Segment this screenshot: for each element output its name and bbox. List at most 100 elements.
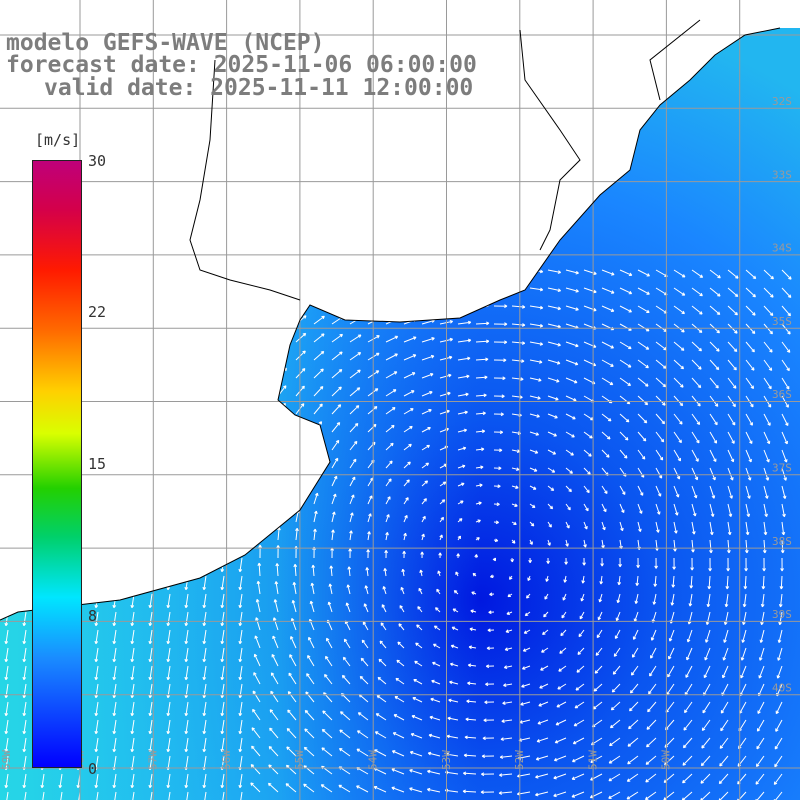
wind-arrow: [270, 672, 279, 685]
wind-arrow: [650, 647, 657, 659]
wind-arrow: [632, 629, 639, 640]
wind-arrow: [668, 629, 675, 642]
wind-arrow: [781, 269, 792, 280]
wind-arrow: [655, 359, 667, 369]
wind-arrow: [94, 629, 99, 645]
wind-arrow: [475, 321, 490, 326]
wind-arrow: [565, 485, 572, 493]
wind-arrow: [306, 673, 315, 685]
wind-arrow: [709, 287, 721, 297]
wind-arrow: [583, 449, 592, 457]
wind-arrow: [308, 636, 315, 649]
wind-arrow: [686, 629, 693, 643]
wind-arrow: [653, 575, 658, 587]
wind-arrow: [763, 287, 774, 298]
wind-arrow: [583, 485, 590, 494]
wind-arrow: [418, 587, 423, 595]
wind-arrow: [349, 440, 358, 451]
wind-arrow: [719, 737, 729, 749]
wind-arrow: [646, 737, 657, 748]
wind-arrow: [493, 430, 504, 435]
wind-arrow: [448, 698, 459, 703]
wind-arrow: [493, 448, 503, 453]
wind-arrow: [403, 425, 413, 433]
wind-arrow: [286, 727, 297, 739]
wind-arrow: [743, 575, 748, 590]
wind-arrow: [598, 593, 603, 603]
wind-arrow: [709, 431, 718, 444]
wind-arrow: [727, 287, 739, 298]
wind-arrow: [331, 422, 341, 433]
wind-arrow: [547, 485, 555, 491]
wind-arrow: [257, 562, 262, 577]
wind-arrow: [148, 593, 153, 609]
wind-arrow: [721, 665, 729, 679]
latitude-label: 35S: [772, 315, 792, 328]
wind-arrow: [529, 467, 538, 472]
wind-arrow: [381, 604, 387, 613]
wind-arrow: [385, 353, 398, 361]
wind-arrow: [547, 503, 554, 510]
wind-arrow: [522, 647, 531, 652]
wind-arrow: [547, 269, 562, 274]
wind-arrow: [601, 503, 607, 513]
wind-arrow: [403, 479, 410, 487]
wind-arrow: [701, 737, 711, 749]
longitude-label: 53W: [440, 750, 453, 770]
wind-arrow: [691, 287, 703, 297]
wind-arrow: [628, 719, 639, 730]
wind-arrow: [612, 665, 621, 675]
wind-arrow: [493, 538, 499, 543]
wind-arrow: [691, 341, 703, 352]
wind-arrow: [384, 550, 388, 559]
wind-arrow: [634, 593, 639, 604]
wind-arrow: [647, 701, 657, 713]
wind-arrow: [385, 532, 389, 541]
wind-arrow: [475, 375, 488, 380]
wind-arrow: [529, 521, 535, 527]
wind-arrow: [655, 521, 660, 533]
wind-arrow: [688, 593, 693, 607]
wind-arrow: [256, 580, 261, 595]
wind-arrow: [709, 359, 720, 371]
wind-arrow: [637, 269, 650, 277]
wind-arrow: [184, 683, 189, 699]
wind-arrow: [342, 656, 351, 667]
wind-arrow: [349, 494, 355, 505]
wind-arrow: [609, 737, 621, 747]
wind-arrow: [375, 713, 387, 721]
wind-arrow: [421, 444, 430, 451]
wind-arrow: [610, 701, 621, 711]
wind-arrow: [439, 373, 452, 379]
wind-arrow: [727, 359, 737, 371]
wind-arrow: [434, 607, 441, 613]
wind-arrow: [166, 647, 171, 663]
wind-arrow: [686, 647, 693, 661]
wind-arrow: [601, 521, 606, 531]
wind-arrow: [4, 791, 9, 800]
wind-arrow: [529, 413, 540, 418]
wind-arrow: [449, 662, 459, 667]
wind-arrow: [684, 701, 693, 714]
wind-arrow: [507, 593, 513, 598]
wind-arrow: [324, 673, 333, 685]
wind-arrow: [547, 521, 552, 528]
wind-arrow: [238, 611, 243, 627]
wind-arrow: [559, 647, 567, 654]
wind-arrow: [94, 773, 99, 789]
wind-arrow: [457, 410, 468, 415]
wind-arrow: [474, 554, 479, 559]
wind-arrow: [430, 697, 441, 703]
wind-arrow: [22, 737, 27, 753]
wind-arrow: [475, 483, 483, 488]
wind-arrow: [311, 564, 316, 577]
wind-arrow: [736, 791, 747, 800]
wind-arrow: [562, 593, 567, 601]
wind-arrow: [421, 515, 426, 523]
wind-arrow: [609, 719, 621, 729]
wind-arrow: [385, 478, 392, 487]
wind-arrow: [409, 787, 423, 793]
wind-arrow: [467, 663, 477, 668]
wind-arrow: [763, 485, 769, 499]
